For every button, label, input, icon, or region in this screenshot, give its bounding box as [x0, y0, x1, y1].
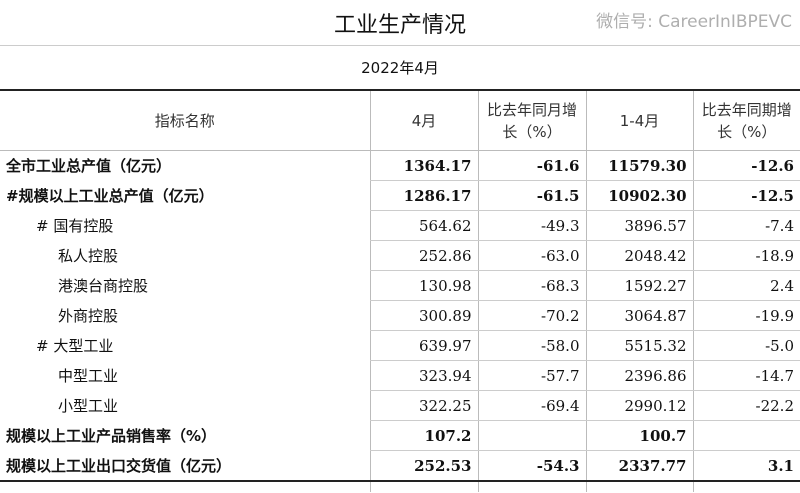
table-row: 规模以上工业产品销售率（%） 107.2 100.7	[0, 420, 800, 451]
april-value: 639.97	[369, 330, 478, 361]
april-value: 323.94	[369, 360, 478, 391]
april-value: 1286.17	[369, 180, 478, 211]
table-row: #规模以上工业总产值（亿元） 1286.17 -61.5 10902.30 -12.5	[0, 180, 800, 211]
april-value: 252.53	[369, 450, 478, 482]
empty-cell	[692, 481, 800, 492]
ytd-growth: -22.2	[692, 390, 800, 421]
header-ytd-growth: 比去年同期增长（%）	[692, 91, 800, 151]
april-growth: -70.2	[477, 300, 586, 331]
april-value: 107.2	[369, 420, 478, 451]
indicator-name: 规模以上工业产品销售率（%）	[6, 427, 217, 445]
april-growth: -58.0	[477, 330, 586, 361]
ytd-growth: -12.6	[692, 150, 800, 181]
table-header-row: 指标名称 4月 比去年同月增长（%） 1-4月 比去年同期增长（%）	[0, 91, 800, 151]
april-value: 322.25	[369, 390, 478, 421]
header-indicator: 指标名称	[0, 91, 370, 151]
april-value: 300.89	[369, 300, 478, 331]
april-growth: -63.0	[477, 240, 586, 271]
indicator-name: 规模以上工业出口交货值（亿元）	[0, 450, 370, 482]
ytd-value: 2337.77	[585, 450, 693, 482]
table-row: 全市工业总产值（亿元） 1364.17 -61.6 11579.30 -12.6	[0, 150, 800, 181]
ytd-growth: -18.9	[692, 240, 800, 271]
indicator-name: # 大型工业	[36, 337, 114, 355]
ytd-value: 2048.42	[585, 240, 693, 271]
empty-cell	[369, 481, 478, 492]
ytd-value: 3064.87	[585, 300, 693, 331]
ytd-growth: 3.1	[692, 450, 800, 482]
header-ytd: 1-4月	[585, 91, 693, 151]
ytd-value: 1592.27	[585, 270, 693, 301]
april-growth: -61.5	[477, 180, 586, 211]
april-growth: -61.6	[477, 150, 586, 181]
ytd-growth: -19.9	[692, 300, 800, 331]
ytd-value: 2990.12	[585, 390, 693, 421]
indicator-name: 全市工业总产值（亿元）	[6, 157, 172, 176]
april-growth: -54.3	[477, 450, 586, 482]
ytd-value: 3896.57	[585, 210, 693, 241]
ytd-growth: -12.5	[692, 180, 800, 211]
april-value: 564.62	[369, 210, 478, 241]
table-row: 规模以上工业出口交货值（亿元） 252.53 -54.3 2337.77 3.1	[0, 450, 800, 482]
ytd-growth	[692, 420, 800, 451]
april-growth: -68.3	[477, 270, 586, 301]
table-row: 港澳台商控股 130.98 -68.3 1592.27 2.4	[0, 270, 800, 301]
ytd-value: 5515.32	[585, 330, 693, 361]
table-row: # 国有控股 564.62 -49.3 3896.57 -7.4	[0, 210, 800, 241]
page-subtitle: 2022年4月	[0, 45, 800, 91]
empty-cell	[0, 481, 370, 492]
empty-cell	[585, 481, 693, 492]
indicator-name: 外商控股	[58, 307, 119, 325]
empty-cell	[477, 481, 586, 492]
april-growth: -49.3	[477, 210, 586, 241]
page-title: 工业生产情况	[0, 0, 800, 46]
header-april: 4月	[369, 91, 478, 151]
april-growth	[477, 420, 586, 451]
ytd-value: 10902.30	[585, 180, 693, 211]
ytd-growth: -5.0	[692, 330, 800, 361]
ytd-value: 2396.86	[585, 360, 693, 391]
empty-row	[0, 481, 800, 492]
indicator-name: 私人控股	[58, 247, 119, 265]
table-row: 中型工业 323.94 -57.7 2396.86 -14.7	[0, 360, 800, 391]
april-value: 130.98	[369, 270, 478, 301]
april-growth: -69.4	[477, 390, 586, 421]
indicator-name: 中型工业	[58, 367, 119, 385]
watermark: 微信号: CareerInIBPEVC	[596, 12, 792, 32]
table-row: 外商控股 300.89 -70.2 3064.87 -19.9	[0, 300, 800, 331]
april-growth: -57.7	[477, 360, 586, 391]
header-april-growth: 比去年同月增长（%）	[477, 91, 586, 151]
indicator-name: #规模以上工业总产值（亿元）	[6, 187, 214, 205]
ytd-value: 11579.30	[585, 150, 693, 181]
indicator-name: # 国有控股	[36, 217, 114, 235]
april-value: 1364.17	[369, 150, 478, 181]
table-row: # 大型工业 639.97 -58.0 5515.32 -5.0	[0, 330, 800, 361]
ytd-value: 100.7	[585, 420, 693, 451]
table-row: 私人控股 252.86 -63.0 2048.42 -18.9	[0, 240, 800, 271]
indicator-name: 小型工业	[58, 397, 119, 415]
ytd-growth: 2.4	[692, 270, 800, 301]
ytd-growth: -14.7	[692, 360, 800, 391]
table-row: 小型工业 322.25 -69.4 2990.12 -22.2	[0, 390, 800, 421]
april-value: 252.86	[369, 240, 478, 271]
industrial-production-table: 指标名称 4月 比去年同月增长（%） 1-4月 比去年同期增长（%） 全市工业总…	[0, 91, 800, 492]
indicator-name: 港澳台商控股	[58, 277, 149, 295]
ytd-growth: -7.4	[692, 210, 800, 241]
